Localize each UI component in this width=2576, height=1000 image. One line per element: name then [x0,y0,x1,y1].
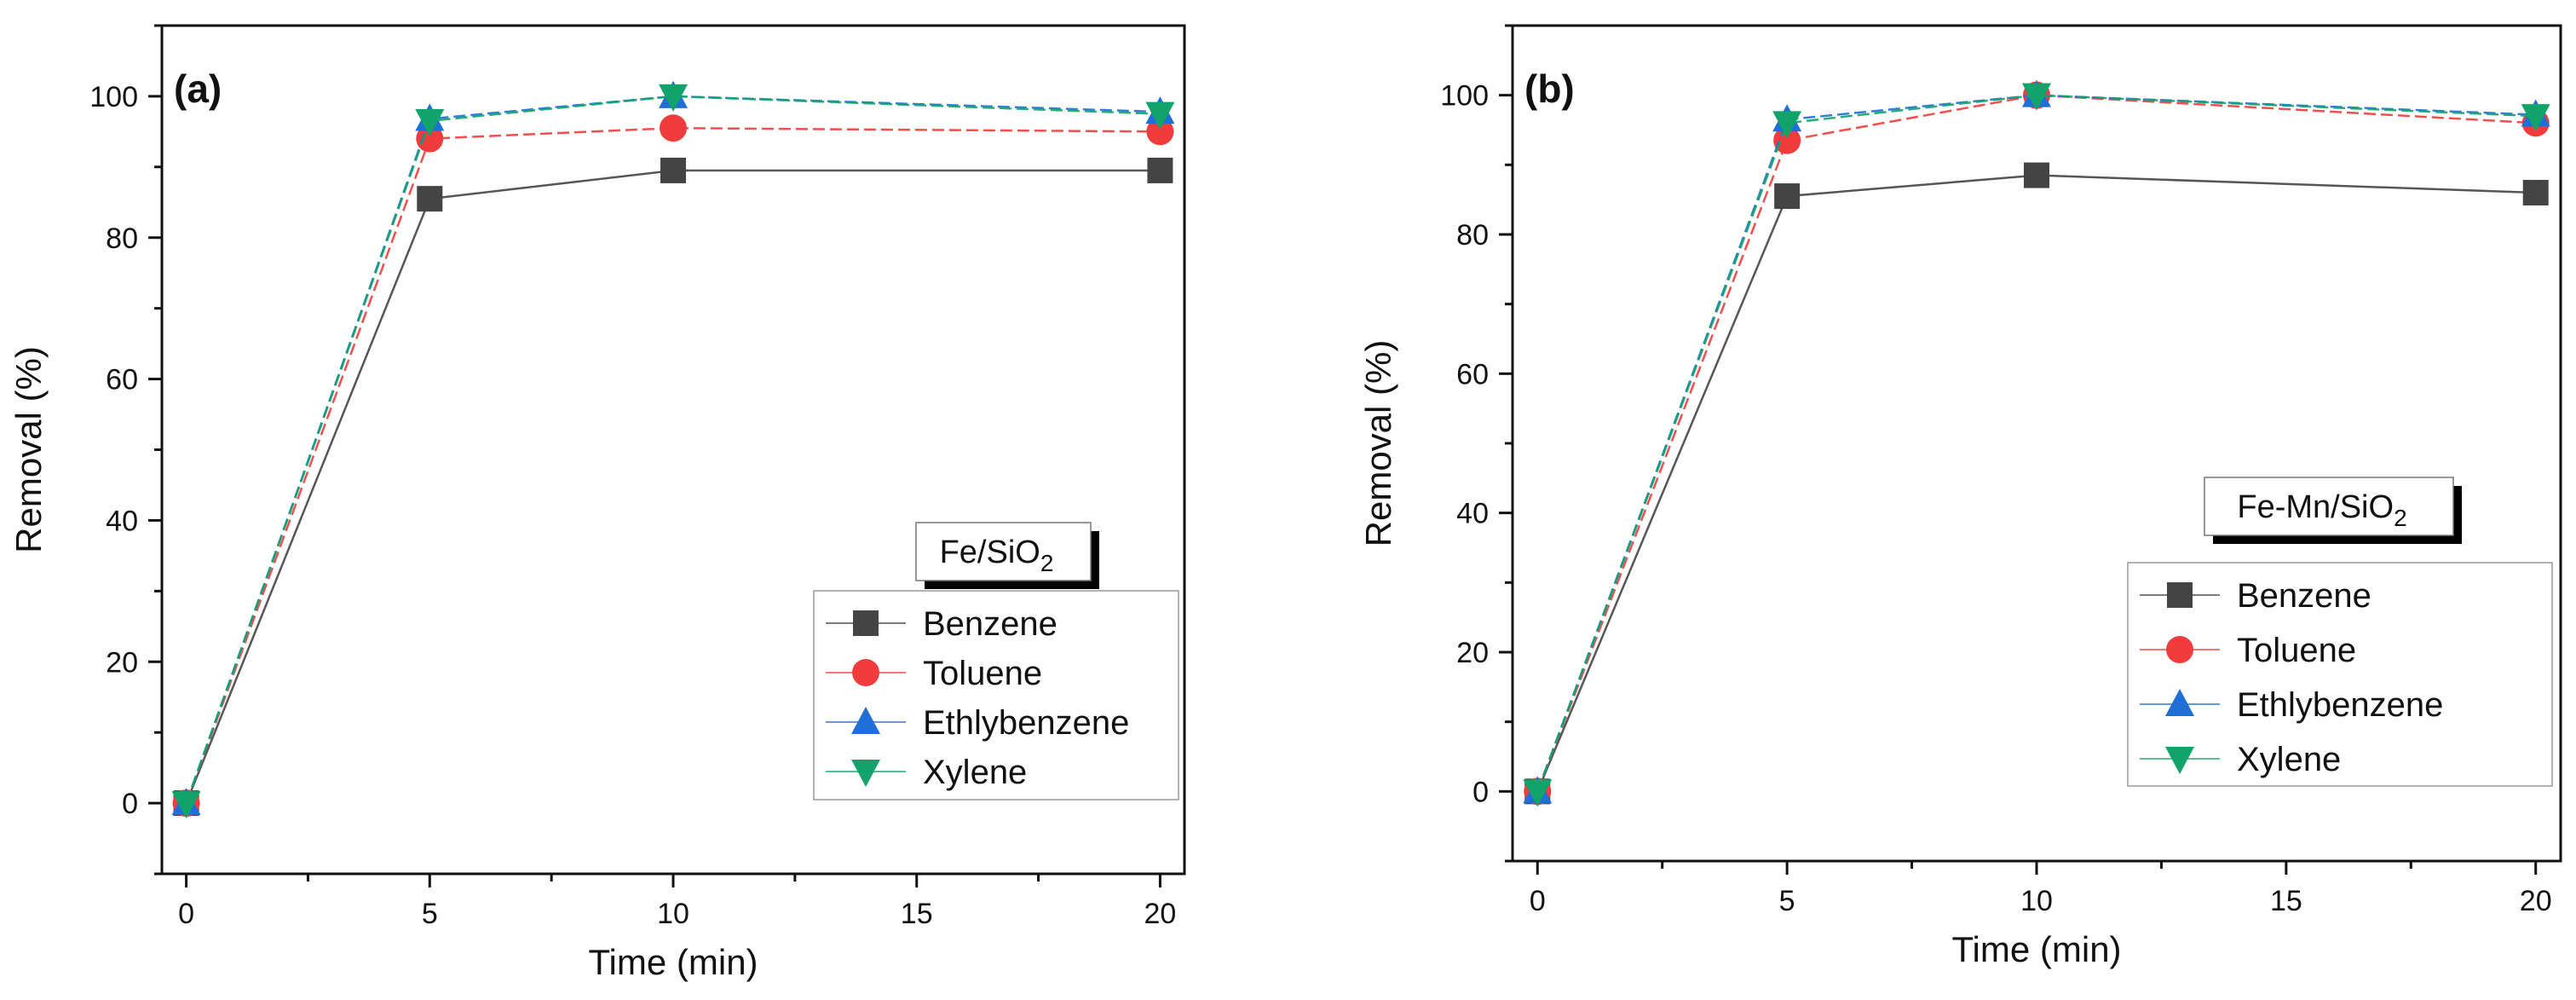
title-box [2204,477,2454,536]
legend-marker-toluene [852,659,879,686]
data-point-xylene [1772,111,1802,139]
data-point-xylene [659,84,688,112]
legend-label-toluene: Toluene [2237,632,2356,669]
data-point-toluene [660,114,687,142]
legend-marker-benzene [2167,582,2193,608]
legend-label-benzene: Benzene [923,605,1057,643]
data-point-benzene [660,157,686,183]
series-line-benzene [185,169,1161,804]
data-point-xylene [415,108,445,136]
series-line-benzene [1536,174,2536,792]
legend-marker-ethlybenzene [2165,689,2194,716]
x-tick-label: 20 [1144,898,1177,930]
data-point-xylene [171,791,201,819]
data-point-xylene [1145,101,1175,130]
catalyst-title-main: Fe-Mn/SiO [2237,489,2394,525]
y-tick-label: 60 [1456,358,1489,390]
data-point-toluene [1146,118,1174,146]
y-tick-label: 100 [89,81,138,113]
x-tick-label: 20 [2520,885,2552,917]
legend-label-ethlybenzene: Ethlybenzene [923,704,1129,742]
legend-label-xylene: Xylene [2237,741,2341,778]
title-box [915,522,1092,581]
legend-box [2127,562,2553,787]
chart-panel-b: 0 5 10 15 20 0 20 40 60 80 100 Time (min) Removal (%… [1358,24,2562,969]
y-tick-label: 80 [106,223,138,255]
y-tick-label: 40 [1456,498,1489,530]
data-point-toluene [1773,126,1801,154]
panel-label: (a) [174,66,222,111]
catalyst-title-subscript: 2 [1040,550,1054,576]
y-tick-label: 80 [1456,219,1489,251]
data-point-benzene [1774,183,1801,210]
data-point-xylene [2022,83,2051,111]
data-point-benzene [2522,180,2549,205]
legend-marker-benzene [853,610,879,636]
y-tick-label: 0 [122,788,138,820]
series-line-toluene [185,126,1161,804]
y-tick-label: 20 [106,646,138,679]
x-tick-label: 10 [2020,885,2053,917]
data-point-xylene [1523,779,1553,807]
panel-label: (b) [1524,66,1575,111]
x-axis-label: Time (min) [1951,929,2121,969]
x-tick-label: 15 [2270,885,2302,917]
y-tick-label: 20 [1456,637,1489,669]
data-point-toluene [416,124,444,153]
series-xylene [1523,83,2550,807]
catalyst-title: Fe-Mn/SiO2 [2237,489,2406,531]
series-line-xylene [1536,94,2536,792]
data-point-benzene [2024,162,2049,188]
x-tick-label: 15 [901,898,933,930]
y-tick-label: 60 [106,364,138,396]
legend-label-benzene: Benzene [2237,577,2371,615]
x-tick-label: 10 [657,898,689,930]
y-tick-label: 40 [106,505,138,537]
legend-marker-toluene [2166,636,2193,663]
series-line-toluene [1536,94,2536,792]
legend-marker-xylene [851,760,880,787]
series-line-xylene [185,95,1161,804]
y-tick-label: 0 [1472,776,1489,808]
data-point-benzene [417,186,443,212]
data-point-benzene [1147,157,1173,183]
x-axis-label: Time (min) [588,942,758,982]
y-axis-label: Removal (%) [9,346,49,553]
catalyst-title-subscript: 2 [2394,505,2407,531]
legend-label-ethlybenzene: Ethlybenzene [2237,686,2443,724]
legend-label-toluene: Toluene [923,655,1042,692]
series-xylene [171,84,1175,819]
y-tick-label: 100 [1440,80,1489,113]
data-point-xylene [2521,104,2550,132]
x-tick-label: 0 [1530,885,1546,917]
catalyst-title: Fe/SiO2 [940,535,1054,576]
catalyst-title-main: Fe/SiO [940,535,1040,570]
y-axis-label: Removal (%) [1358,340,1398,547]
legend-label-xylene: Xylene [923,754,1027,791]
legend-marker-xylene [2165,747,2194,774]
x-tick-label: 0 [178,898,194,930]
legend-marker-ethlybenzene [851,707,880,734]
chart-panel-a: 0 5 10 15 20 0 20 40 60 80 100 Time (min) Removal (%… [9,24,1186,982]
x-tick-label: 5 [422,898,438,930]
x-tick-label: 5 [1779,885,1795,917]
